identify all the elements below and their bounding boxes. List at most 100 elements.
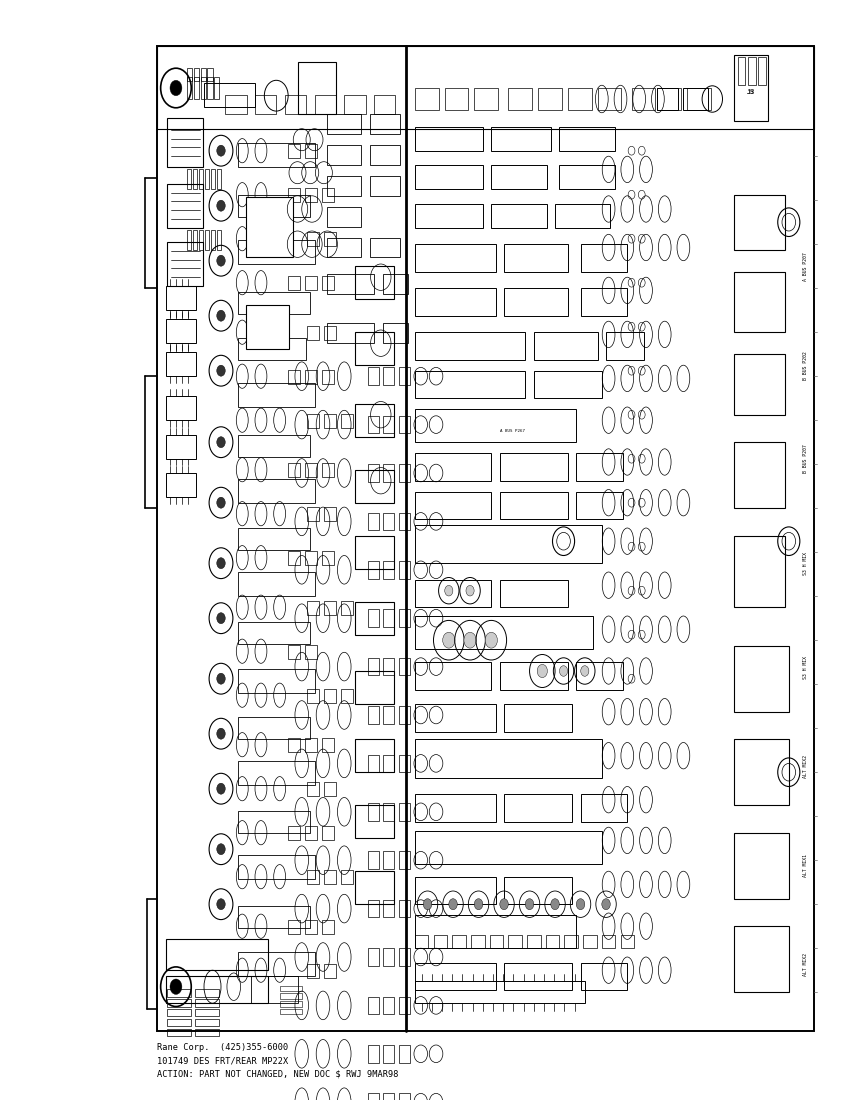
- Bar: [368, 997, 379, 1014]
- Bar: [620, 935, 634, 948]
- Bar: [415, 580, 491, 607]
- Bar: [166, 434, 196, 459]
- Circle shape: [217, 673, 225, 684]
- Bar: [445, 88, 468, 110]
- Circle shape: [217, 728, 225, 739]
- Bar: [238, 761, 314, 785]
- Bar: [527, 935, 541, 948]
- Bar: [238, 572, 314, 596]
- Bar: [657, 88, 681, 110]
- Bar: [491, 126, 551, 151]
- Bar: [207, 68, 212, 81]
- Bar: [238, 434, 310, 456]
- Circle shape: [217, 497, 225, 508]
- Bar: [324, 689, 336, 703]
- Bar: [322, 826, 334, 840]
- Bar: [383, 416, 394, 433]
- Bar: [383, 658, 394, 675]
- Bar: [238, 717, 310, 739]
- Bar: [288, 738, 300, 752]
- Bar: [238, 621, 310, 643]
- Bar: [157, 46, 814, 129]
- Circle shape: [445, 585, 453, 596]
- Bar: [734, 442, 785, 508]
- Bar: [415, 739, 602, 778]
- Bar: [288, 826, 300, 840]
- Bar: [193, 230, 197, 250]
- Bar: [471, 935, 484, 948]
- Bar: [399, 658, 410, 675]
- Bar: [211, 230, 215, 250]
- Bar: [734, 354, 785, 415]
- Bar: [500, 492, 568, 519]
- Bar: [187, 230, 191, 250]
- Text: S3 H MIX: S3 H MIX: [803, 552, 808, 574]
- Bar: [534, 332, 598, 360]
- Bar: [322, 463, 334, 477]
- Bar: [415, 204, 483, 228]
- Bar: [324, 870, 336, 884]
- Bar: [305, 738, 317, 752]
- Bar: [738, 57, 745, 85]
- Bar: [415, 371, 525, 398]
- Bar: [238, 383, 314, 407]
- Bar: [508, 88, 532, 110]
- Bar: [383, 513, 394, 530]
- Circle shape: [217, 310, 225, 321]
- Circle shape: [217, 613, 225, 624]
- Bar: [355, 536, 394, 569]
- Bar: [576, 453, 623, 481]
- Bar: [415, 165, 483, 189]
- Bar: [683, 88, 708, 110]
- Bar: [307, 414, 319, 428]
- Bar: [217, 169, 221, 189]
- Bar: [559, 126, 615, 151]
- Bar: [559, 165, 615, 189]
- Bar: [504, 962, 572, 990]
- Circle shape: [217, 365, 225, 376]
- Bar: [383, 997, 394, 1014]
- Bar: [187, 77, 192, 99]
- Bar: [368, 1093, 379, 1100]
- Circle shape: [500, 899, 508, 910]
- Text: J3: J3: [747, 90, 754, 95]
- Bar: [196, 1019, 219, 1026]
- Text: Rane Corp.  (425)355-6000: Rane Corp. (425)355-6000: [157, 1043, 288, 1052]
- Bar: [167, 242, 203, 286]
- Bar: [415, 935, 428, 948]
- Bar: [415, 492, 491, 519]
- Circle shape: [217, 437, 225, 448]
- Bar: [196, 999, 219, 1007]
- Bar: [368, 513, 379, 530]
- Bar: [201, 68, 206, 81]
- Bar: [657, 88, 678, 110]
- Bar: [383, 367, 394, 385]
- Bar: [415, 332, 525, 360]
- Bar: [368, 561, 379, 579]
- Bar: [504, 877, 572, 904]
- Bar: [324, 507, 336, 521]
- Text: S3 H MIX: S3 H MIX: [803, 657, 808, 679]
- Bar: [288, 370, 300, 384]
- Bar: [238, 143, 314, 167]
- Bar: [491, 204, 547, 228]
- Circle shape: [466, 585, 474, 596]
- Bar: [196, 1028, 219, 1036]
- Bar: [508, 935, 522, 948]
- Text: B BUS P202: B BUS P202: [803, 351, 808, 380]
- Bar: [167, 1028, 191, 1036]
- Bar: [344, 95, 366, 114]
- Bar: [399, 1093, 410, 1100]
- Bar: [415, 915, 576, 948]
- Bar: [734, 833, 789, 899]
- Bar: [341, 689, 353, 703]
- Bar: [568, 88, 592, 110]
- Bar: [167, 999, 191, 1007]
- Bar: [322, 188, 334, 202]
- Bar: [238, 292, 310, 313]
- Bar: [280, 1001, 302, 1006]
- Bar: [238, 338, 306, 360]
- Bar: [167, 118, 203, 167]
- Bar: [288, 276, 300, 290]
- Bar: [298, 62, 336, 114]
